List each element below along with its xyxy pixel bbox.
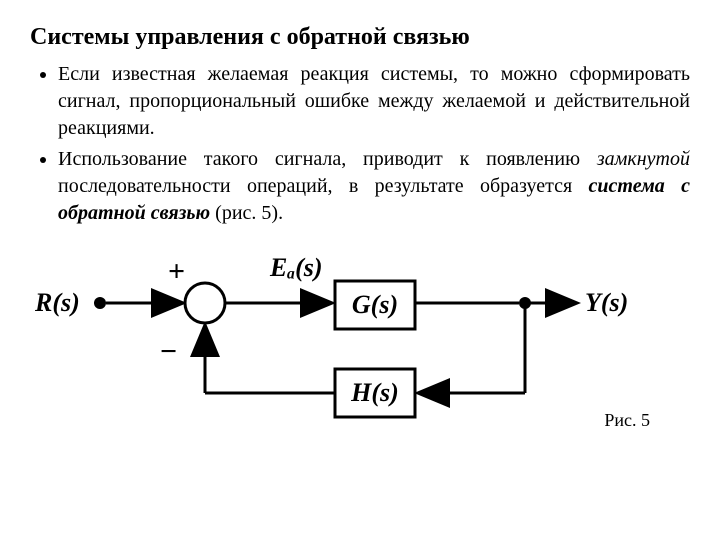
page-title: Системы управления с обратной связью: [30, 24, 690, 51]
svg-text:H(s): H(s): [350, 378, 399, 407]
svg-text:+: +: [168, 255, 185, 288]
svg-text:R(s): R(s): [34, 288, 80, 317]
block-diagram: G(s)H(s)R(s)Eₐ(s)Y(s)+− Рис. 5: [30, 241, 650, 421]
svg-text:Y(s): Y(s): [585, 288, 628, 317]
bullet-list: Если известная желаемая реакция системы,…: [30, 61, 690, 227]
svg-text:−: −: [160, 335, 177, 368]
svg-text:Eₐ(s): Eₐ(s): [269, 253, 323, 282]
figure-caption: Рис. 5: [604, 410, 650, 431]
list-item: Если известная желаемая реакция системы,…: [58, 61, 690, 142]
svg-text:G(s): G(s): [352, 290, 398, 319]
list-item: Использование такого сигнала, приводит к…: [58, 146, 690, 227]
